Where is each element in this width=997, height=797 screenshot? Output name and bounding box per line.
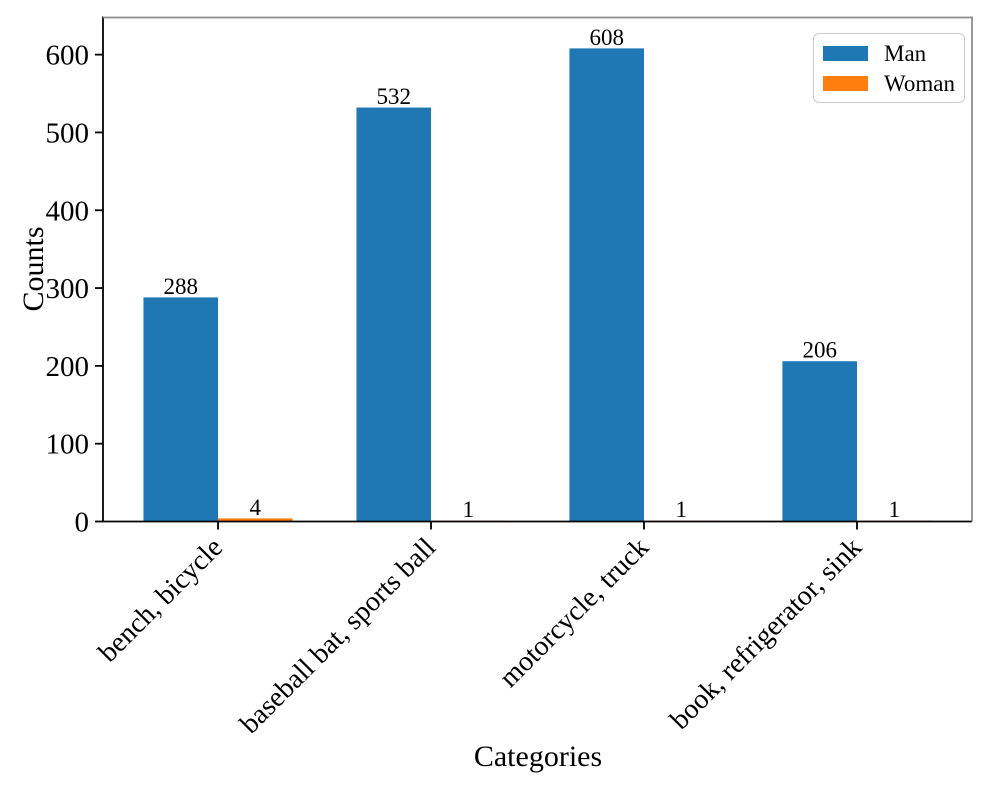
legend-label-man: Man (884, 40, 927, 66)
y-tick-label-100: 100 (46, 429, 90, 461)
y-tick-label-300: 300 (46, 273, 90, 305)
y-tick-label-600: 600 (46, 40, 90, 72)
value-label-man-motorcycle-truck: 608 (589, 25, 624, 50)
legend-item-woman: Woman (823, 72, 964, 95)
legend-item-man: Man (823, 42, 964, 65)
bar-man-book-refrigerator-sink (782, 361, 857, 522)
x-tick-label-motorcycle-truck: motorcycle, truck (493, 532, 655, 694)
bar-man-bench-bicycle (143, 297, 219, 522)
bar-man-baseball-bat-sports-ball (356, 107, 432, 522)
value-label-woman-bench-bicycle: 4 (250, 495, 262, 520)
y-tick-label-0: 0 (75, 507, 90, 539)
value-label-man-book-refrigerator-sink: 206 (802, 338, 837, 363)
y-tick-label-400: 400 (46, 195, 90, 227)
y-tick-label-200: 200 (46, 351, 90, 383)
y-tick-label-500: 500 (46, 117, 90, 149)
value-label-woman-book-refrigerator-sink: 1 (889, 497, 901, 522)
x-axis-label: Categories (473, 740, 603, 773)
legend: Man Woman (813, 33, 965, 103)
bar-man-motorcycle-truck (569, 48, 644, 522)
bar-woman-bench-bicycle (218, 518, 293, 522)
x-tick-label-bench-bicycle: bench, bicycle (93, 532, 229, 668)
value-label-man-baseball-bat-sports-ball: 532 (376, 84, 411, 109)
value-label-man-bench-bicycle: 288 (163, 274, 198, 299)
y-axis-label: Counts (17, 226, 50, 312)
x-tick-label-book-refrigerator-sink: book, refrigerator, sink (664, 532, 868, 736)
value-label-woman-motorcycle-truck: 1 (676, 497, 688, 522)
value-label-woman-baseball-bat-sports-ball: 1 (463, 497, 475, 522)
legend-swatch-man (823, 45, 868, 61)
legend-label-woman: Woman (884, 70, 955, 96)
legend-swatch-woman (823, 75, 868, 91)
x-tick-label-baseball-bat-sports-ball: baseball bat, sports ball (234, 532, 442, 740)
